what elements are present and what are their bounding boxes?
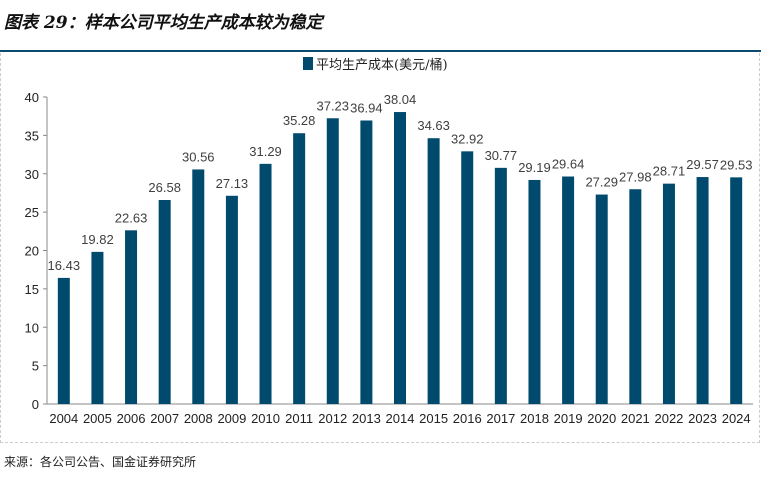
y-tick-label: 40 (25, 90, 39, 105)
legend-swatch (303, 57, 313, 70)
bar-2008 (192, 169, 205, 404)
bar-2005 (91, 251, 104, 404)
x-tick-label: 2020 (587, 411, 616, 426)
x-tick-label: 2014 (386, 411, 415, 426)
x-tick-label: 2008 (184, 411, 213, 426)
bar-2020 (595, 194, 608, 404)
x-tick-label: 2022 (654, 411, 683, 426)
x-tick-label: 2024 (722, 411, 751, 426)
x-tick-label: 2019 (554, 411, 583, 426)
x-tick-label: 2009 (217, 411, 246, 426)
x-tick-label: 2006 (117, 411, 146, 426)
data-label-2015: 34.63 (417, 118, 450, 133)
data-label-2016: 32.92 (451, 131, 484, 146)
x-tick-label: 2012 (318, 411, 347, 426)
data-label-2017: 30.77 (485, 148, 518, 163)
data-label-2010: 31.29 (249, 144, 282, 159)
source-note: 来源：各公司公告、国金证券研究所 (4, 455, 197, 469)
x-tick-label: 2017 (486, 411, 515, 426)
data-label-2004: 16.43 (48, 258, 81, 273)
y-tick-label: 0 (32, 397, 39, 412)
x-tick-label: 2021 (621, 411, 650, 426)
bar-2009 (225, 195, 238, 404)
data-label-2012: 37.23 (316, 98, 349, 113)
data-label-2011: 35.28 (283, 113, 316, 128)
bar-2019 (562, 176, 575, 404)
x-tick-label: 2005 (83, 411, 112, 426)
x-tick-label: 2023 (688, 411, 717, 426)
figure-title: 图表 29：样本公司平均生产成本较为稳定 (4, 13, 323, 33)
bar-2021 (629, 189, 642, 404)
bar-2023 (696, 177, 709, 404)
data-label-2007: 26.58 (148, 180, 181, 195)
data-label-2021: 27.98 (619, 169, 652, 184)
bar-2006 (125, 230, 138, 404)
x-tick-label: 2016 (453, 411, 482, 426)
bar-2018 (528, 179, 541, 404)
legend: 平均生产成本(美元/桶) (303, 57, 448, 73)
data-label-2023: 29.57 (686, 157, 719, 172)
y-tick-label: 10 (25, 320, 39, 335)
data-label-2006: 22.63 (115, 210, 148, 225)
data-label-2018: 29.19 (518, 160, 551, 175)
data-label-2009: 27.13 (216, 176, 249, 191)
x-tick-label: 2013 (352, 411, 381, 426)
data-label-2024: 29.53 (720, 157, 753, 172)
bar-2007 (158, 199, 171, 404)
title-divider (0, 50, 761, 52)
x-tick-label: 2007 (150, 411, 179, 426)
x-tick-label: 2004 (49, 411, 78, 426)
y-tick-label: 30 (25, 167, 39, 182)
y-tick-label: 25 (25, 205, 39, 220)
data-label-2014: 38.04 (384, 92, 417, 107)
bar-2024 (730, 177, 743, 404)
bar-2015 (427, 138, 440, 404)
bar-2011 (293, 133, 306, 404)
bar-2004 (57, 277, 70, 404)
bar-2010 (259, 163, 272, 404)
x-tick-label: 2011 (285, 411, 313, 426)
x-tick-label: 2010 (251, 411, 280, 426)
x-tick-label: 2015 (419, 411, 448, 426)
x-tick-label: 2018 (520, 411, 549, 426)
y-tick-label: 35 (25, 128, 39, 143)
data-label-2022: 28.71 (653, 164, 686, 179)
data-label-2008: 30.56 (182, 149, 215, 164)
bar-2016 (461, 151, 474, 404)
bar-2022 (662, 183, 675, 404)
chart-frame (0, 53, 760, 443)
bar-2013 (360, 120, 373, 404)
data-label-2013: 36.94 (350, 100, 383, 115)
data-label-2020: 27.29 (585, 175, 618, 190)
bar-2012 (326, 118, 339, 404)
bar-2017 (494, 167, 507, 404)
y-tick-label: 5 (32, 359, 39, 374)
data-label-2019: 29.64 (552, 157, 585, 172)
data-label-2005: 19.82 (81, 232, 114, 247)
y-tick-label: 15 (25, 282, 39, 297)
legend-label: 平均生产成本(美元/桶) (316, 58, 448, 73)
bar-2014 (394, 112, 406, 404)
y-tick-label: 20 (25, 244, 39, 259)
